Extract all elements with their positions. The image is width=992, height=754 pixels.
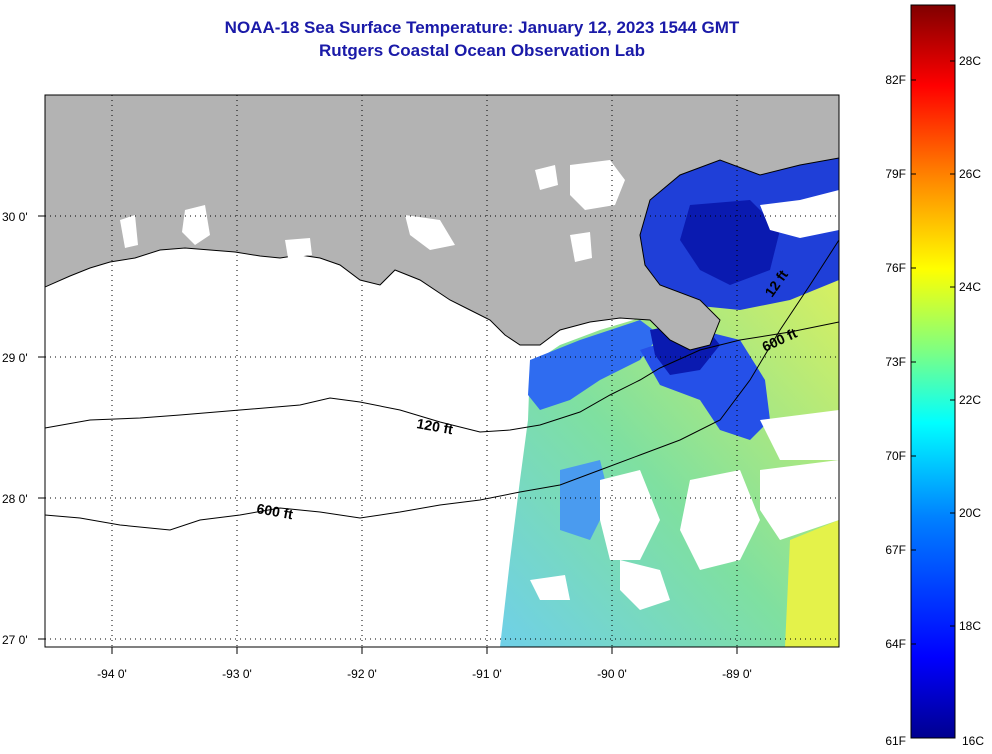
- lon-label: -93 0': [222, 667, 252, 681]
- contour-label-600ft-west: 600 ft: [255, 500, 294, 522]
- land-cloud-patches: [120, 160, 839, 262]
- colorbar-c-label: 20C: [959, 506, 981, 520]
- colorbar-f-label: 64F: [885, 637, 906, 651]
- lon-label: -90 0': [597, 667, 627, 681]
- lat-label: 29 0': [2, 351, 28, 365]
- colorbar-celsius-labels: 28C 26C 24C 22C 20C 18C 16C: [959, 54, 984, 748]
- colorbar-f-label: 73F: [885, 355, 906, 369]
- land-mass: [45, 95, 839, 351]
- colorbar-c-label: 16C: [962, 734, 984, 748]
- axis-ticks: [38, 215, 738, 654]
- lon-label: -89 0': [722, 667, 752, 681]
- lat-label: 30 0': [2, 210, 28, 224]
- colorbar: [910, 4, 956, 739]
- longitude-labels: -94 0' -93 0' -92 0' -91 0' -90 0' -89 0…: [97, 667, 752, 681]
- bathymetry-contours: [44, 239, 840, 531]
- colorbar-f-label: 82F: [885, 73, 906, 87]
- colorbar-ticks: [911, 60, 955, 645]
- colorbar-c-label: 26C: [959, 167, 981, 181]
- colorbar-c-label: 22C: [959, 393, 981, 407]
- colorbar-c-label: 18C: [959, 619, 981, 633]
- colorbar-c-label: 24C: [959, 280, 981, 294]
- colorbar-f-label: 79F: [885, 167, 906, 181]
- map-border: [44, 94, 840, 648]
- latitude-labels: 30 0' 29 0' 28 0' 27 0': [2, 210, 28, 647]
- lat-label: 27 0': [2, 633, 28, 647]
- title-line-1: NOAA-18 Sea Surface Temperature: January…: [224, 18, 740, 37]
- colorbar-f-label: 76F: [885, 261, 906, 275]
- title-line-2: Rutgers Coastal Ocean Observation Lab: [319, 41, 645, 60]
- map-title: NOAA-18 Sea Surface Temperature: January…: [0, 16, 964, 62]
- graticule: [45, 95, 839, 647]
- colorbar-f-label: 67F: [885, 543, 906, 557]
- lon-label: -91 0': [472, 667, 502, 681]
- contour-label-120ft: 120 ft: [415, 415, 454, 437]
- lat-label: 28 0': [2, 492, 28, 506]
- lon-label: -94 0': [97, 667, 127, 681]
- colorbar-fahrenheit-labels: 82F 79F 76F 73F 70F 67F 64F 61F: [885, 73, 906, 748]
- colorbar-f-label: 70F: [885, 449, 906, 463]
- lon-label: -92 0': [347, 667, 377, 681]
- colorbar-c-label: 28C: [959, 54, 981, 68]
- colorbar-f-label: 61F: [885, 734, 906, 748]
